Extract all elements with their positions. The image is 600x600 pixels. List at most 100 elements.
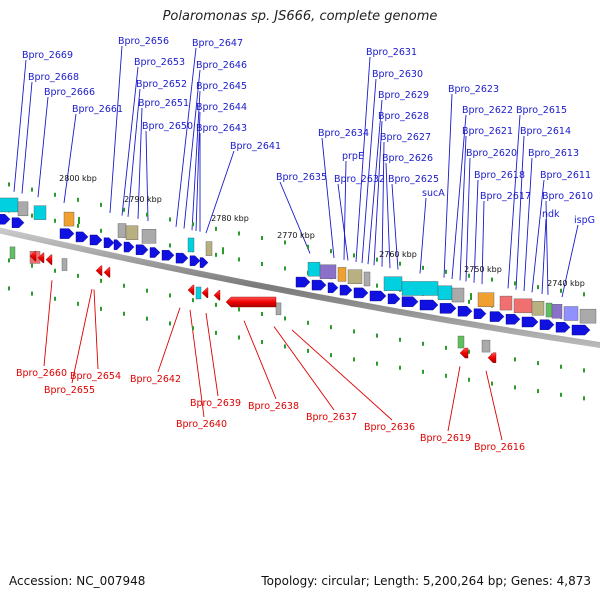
forward-gene-arrow <box>419 299 439 311</box>
guide-dot <box>146 316 148 321</box>
reverse-label-connector <box>243 320 277 400</box>
guide-dot <box>468 377 470 382</box>
reverse-gene-arrow <box>187 284 195 296</box>
guide-dot <box>123 207 125 212</box>
forward-label-connector <box>279 181 311 254</box>
forward-label-connector <box>523 157 533 292</box>
guide-dot <box>77 301 79 306</box>
guide-dot <box>583 396 585 401</box>
feature-block <box>477 292 495 307</box>
forward-gene-arrow <box>387 293 401 305</box>
feature-block <box>61 258 68 271</box>
gene-label-ndk: ndk <box>542 209 560 220</box>
guide-dot <box>537 389 539 394</box>
gene-label-bpro-2650: Bpro_2650 <box>142 121 193 132</box>
gene-label-bpro-2619: Bpro_2619 <box>420 433 471 444</box>
guide-dot <box>238 335 240 340</box>
forward-label-connector <box>451 114 467 280</box>
gene-label-bpro-2653: Bpro_2653 <box>134 57 185 68</box>
guide-dot <box>353 357 355 362</box>
gene-label-bpro-2614: Bpro_2614 <box>520 126 571 137</box>
guide-dot <box>376 333 378 338</box>
reverse-label-connector <box>205 312 219 397</box>
guide-dot <box>376 361 378 366</box>
feature-block <box>551 304 563 319</box>
kbp-tick-mark <box>78 217 80 225</box>
gene-label-bpro-2626: Bpro_2626 <box>382 153 433 164</box>
guide-dot <box>583 368 585 373</box>
forward-gene-arrow <box>103 237 115 248</box>
guide-dot <box>54 218 56 223</box>
forward-label-connector <box>561 224 579 298</box>
forward-label-connector <box>531 179 545 293</box>
reverse-gene-arrow <box>459 347 469 359</box>
guide-dot <box>376 257 378 262</box>
gene-label-bpro-2636: Bpro_2636 <box>364 422 415 433</box>
feature-block <box>401 281 439 296</box>
guide-dot <box>537 361 539 366</box>
guide-dot <box>284 240 286 245</box>
guide-dot <box>514 385 516 390</box>
forward-gene-arrow <box>59 228 75 239</box>
reverse-gene-arrow <box>37 252 45 264</box>
guide-dot <box>445 345 447 350</box>
forward-gene-arrow <box>199 257 209 268</box>
forward-label-connector <box>205 150 235 234</box>
kbp-tick-label: 2780 kbp <box>211 214 249 223</box>
forward-label-connector <box>481 200 485 285</box>
guide-dot <box>399 261 401 266</box>
gene-label-bpro-2652: Bpro_2652 <box>136 79 187 90</box>
forward-gene-arrow <box>439 303 457 314</box>
forward-label-connector <box>121 66 139 216</box>
forward-gene-arrow <box>473 308 487 319</box>
reverse-gene-arrow <box>103 267 111 278</box>
guide-dot <box>284 266 286 271</box>
gene-label-bpro-2635: Bpro_2635 <box>276 172 327 183</box>
guide-dot <box>169 293 171 298</box>
feature-block <box>363 271 371 287</box>
map-title: Polaromonas sp. JS666, complete genome <box>162 9 438 24</box>
gene-label-bpro-2634: Bpro_2634 <box>318 128 369 139</box>
forward-label-connector <box>191 90 201 231</box>
guide-dot <box>123 283 125 288</box>
reverse-label-connector <box>93 289 99 370</box>
gene-label-bpro-2629: Bpro_2629 <box>378 90 429 101</box>
label-connectors <box>13 45 579 441</box>
guide-dot <box>353 329 355 334</box>
feature-block <box>437 285 453 301</box>
guide-dot <box>169 243 171 248</box>
kbp-tick-label: 2760 kbp <box>379 250 417 259</box>
guide-dot <box>123 311 125 316</box>
feature-block <box>347 269 363 284</box>
gene-label-bpro-2625: Bpro_2625 <box>388 174 439 185</box>
guide-dot <box>353 253 355 258</box>
feature-block <box>545 302 553 318</box>
guide-dot <box>468 349 470 354</box>
forward-gene-arrow <box>505 314 521 325</box>
guide-dot <box>284 344 286 349</box>
guide-dot <box>399 337 401 342</box>
kbp-tick-mark <box>470 293 472 301</box>
forward-label-connector <box>37 96 49 198</box>
gene-label-bpro-2668: Bpro_2668 <box>28 72 79 83</box>
forward-label-connector <box>419 197 427 274</box>
guide-dot <box>192 326 194 331</box>
feature-block <box>63 211 75 227</box>
kbp-tick-label: 2790 kbp <box>124 195 162 204</box>
gene-label-bpro-2639: Bpro_2639 <box>190 398 241 409</box>
guide-dot <box>146 288 148 293</box>
reverse-gene-arrow <box>225 296 277 308</box>
kbp-tick-label: 2770 kbp <box>277 231 315 240</box>
gene-label-bpro-2618: Bpro_2618 <box>474 170 525 181</box>
guide-dot <box>537 285 539 290</box>
forward-gene-arrow <box>457 306 473 317</box>
guide-dot <box>100 202 102 207</box>
forward-label-connector <box>473 179 479 283</box>
guide-dot <box>514 281 516 286</box>
gene-label-bpro-2651: Bpro_2651 <box>138 98 189 109</box>
forward-gene-arrow <box>11 217 25 228</box>
forward-label-connector <box>21 81 33 194</box>
gene-label-bpro-2622: Bpro_2622 <box>462 105 513 116</box>
feature-block <box>457 335 465 349</box>
reverse-label-connector <box>157 307 181 373</box>
